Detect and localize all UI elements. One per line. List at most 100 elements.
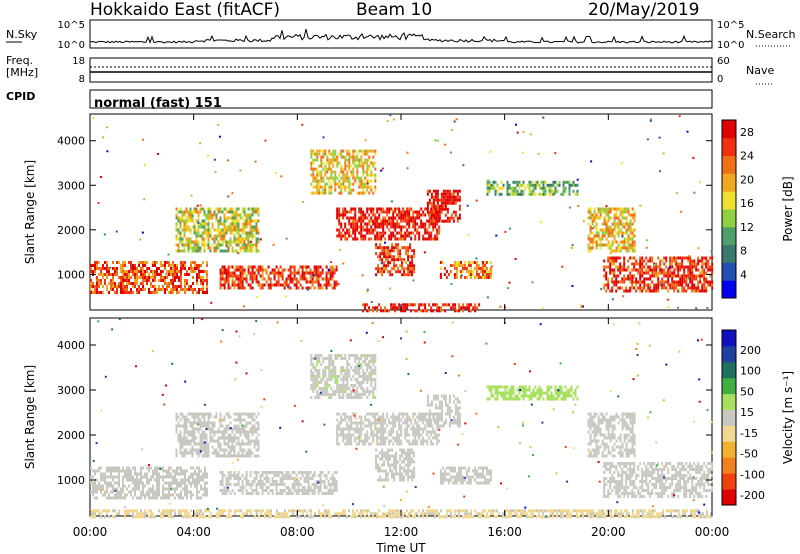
velocity-cell <box>382 421 385 425</box>
velocity-cell <box>358 381 361 384</box>
power-colorbar-tick: 4 <box>740 268 747 281</box>
power-cell <box>665 280 668 284</box>
power-cell <box>413 267 416 271</box>
power-cell <box>346 210 349 214</box>
power-cell <box>436 219 439 223</box>
power-cell <box>625 219 628 223</box>
power-cell <box>679 265 682 269</box>
power-cell <box>309 277 312 281</box>
velocity-cell <box>382 412 385 416</box>
velocity-cell <box>344 372 347 375</box>
power-cell <box>207 213 210 217</box>
velocity-cell <box>362 381 365 384</box>
velocity-cell <box>350 396 353 399</box>
velocity-cell <box>148 481 150 485</box>
velocity-cell <box>382 430 385 434</box>
power-cell <box>498 192 501 196</box>
velocity-cell <box>186 487 188 491</box>
power-cell <box>438 225 441 229</box>
power-cell <box>342 210 345 214</box>
velocity-cell <box>132 466 134 470</box>
power-cell <box>344 213 347 217</box>
power-cell <box>391 258 394 262</box>
power-cell <box>211 222 214 226</box>
power-cell <box>659 259 662 263</box>
velocity-cell <box>366 354 369 357</box>
velocity-cell <box>346 442 349 446</box>
power-cell <box>312 161 315 165</box>
power-cell <box>428 198 431 202</box>
power-cell <box>366 158 369 162</box>
velocity-cell <box>150 487 152 491</box>
power-cell <box>221 210 224 214</box>
power-cell <box>605 222 608 226</box>
power-cell <box>643 265 646 269</box>
power-cell <box>451 264 454 267</box>
power-cell <box>609 268 612 272</box>
velocity-cell <box>241 439 244 443</box>
velocity-cell <box>221 424 224 428</box>
power-cell <box>428 219 431 223</box>
velocity-cell <box>243 430 246 434</box>
power-cell <box>352 182 355 186</box>
power-cell <box>324 152 327 156</box>
power-cell <box>649 259 652 263</box>
power-cell <box>384 309 387 313</box>
velocity-cell <box>336 418 339 422</box>
velocity-cell <box>225 477 228 480</box>
power-cell <box>320 161 323 165</box>
power-cell <box>366 170 369 174</box>
power-cell <box>237 274 240 278</box>
power-speckle <box>580 306 583 308</box>
power-cell <box>655 283 658 287</box>
velocity-cell <box>348 424 351 428</box>
velocity-cell <box>110 466 112 470</box>
power-cell <box>179 234 182 238</box>
power-cell <box>181 240 184 244</box>
velocity-cell <box>344 387 347 390</box>
power-cell <box>514 180 517 184</box>
power-speckle <box>165 272 167 275</box>
velocity-cell <box>183 454 186 458</box>
power-cell <box>269 280 272 284</box>
power-cell <box>207 237 210 241</box>
velocity-cell <box>166 472 168 476</box>
velocity-cell <box>162 496 164 500</box>
velocity-cell <box>251 483 254 486</box>
power-cell <box>637 262 640 266</box>
velocity-cell <box>348 354 351 357</box>
power-cell <box>215 213 218 217</box>
power-cell <box>568 189 571 193</box>
power-cell <box>374 173 377 177</box>
power-cell <box>428 303 431 307</box>
power-cell <box>494 192 497 196</box>
power-colorbar-segment <box>722 262 736 281</box>
power-cell <box>206 285 208 288</box>
power-speckle <box>412 279 415 282</box>
power-cell <box>378 213 381 217</box>
power-cell <box>316 188 319 192</box>
velocity-cell <box>309 477 312 480</box>
power-cell <box>593 237 596 241</box>
power-cell <box>316 182 319 186</box>
power-cell <box>703 286 706 290</box>
velocity-cell <box>328 354 331 357</box>
power-cell <box>96 285 98 288</box>
cpid-label: CPID <box>6 90 35 103</box>
power-cell <box>324 164 327 168</box>
power-cell <box>219 237 222 241</box>
velocity-cell <box>132 478 134 482</box>
power-cell <box>514 189 517 193</box>
power-cell <box>665 286 668 290</box>
power-cell <box>474 309 477 313</box>
velocity-cell <box>257 471 260 474</box>
velocity-cell <box>247 430 250 434</box>
power-cell <box>204 291 206 294</box>
velocity-cell <box>181 415 184 419</box>
power-speckle <box>380 240 383 243</box>
velocity-cell <box>366 381 369 384</box>
power-cell <box>360 219 363 223</box>
velocity-cell <box>352 421 355 425</box>
velocity-cell <box>204 472 206 476</box>
power-cell <box>138 291 140 294</box>
